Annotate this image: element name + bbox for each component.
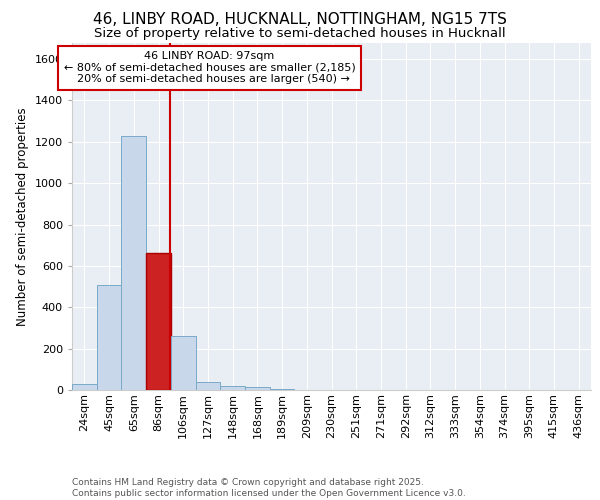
Bar: [97, 284, 121, 390]
Bar: [196, 382, 220, 390]
Text: Contains HM Land Registry data © Crown copyright and database right 2025.
Contai: Contains HM Land Registry data © Crown c…: [72, 478, 466, 498]
Bar: [121, 136, 146, 390]
Bar: [245, 387, 270, 390]
Y-axis label: Number of semi-detached properties: Number of semi-detached properties: [16, 107, 29, 326]
Bar: [72, 384, 97, 390]
Bar: [220, 386, 245, 390]
Bar: [146, 254, 171, 390]
Text: Size of property relative to semi-detached houses in Hucknall: Size of property relative to semi-detach…: [94, 28, 506, 40]
Text: 46 LINBY ROAD: 97sqm
← 80% of semi-detached houses are smaller (2,185)
  20% of : 46 LINBY ROAD: 97sqm ← 80% of semi-detac…: [64, 51, 355, 84]
Text: 46, LINBY ROAD, HUCKNALL, NOTTINGHAM, NG15 7TS: 46, LINBY ROAD, HUCKNALL, NOTTINGHAM, NG…: [93, 12, 507, 28]
Bar: [171, 336, 196, 390]
Bar: [270, 389, 295, 390]
